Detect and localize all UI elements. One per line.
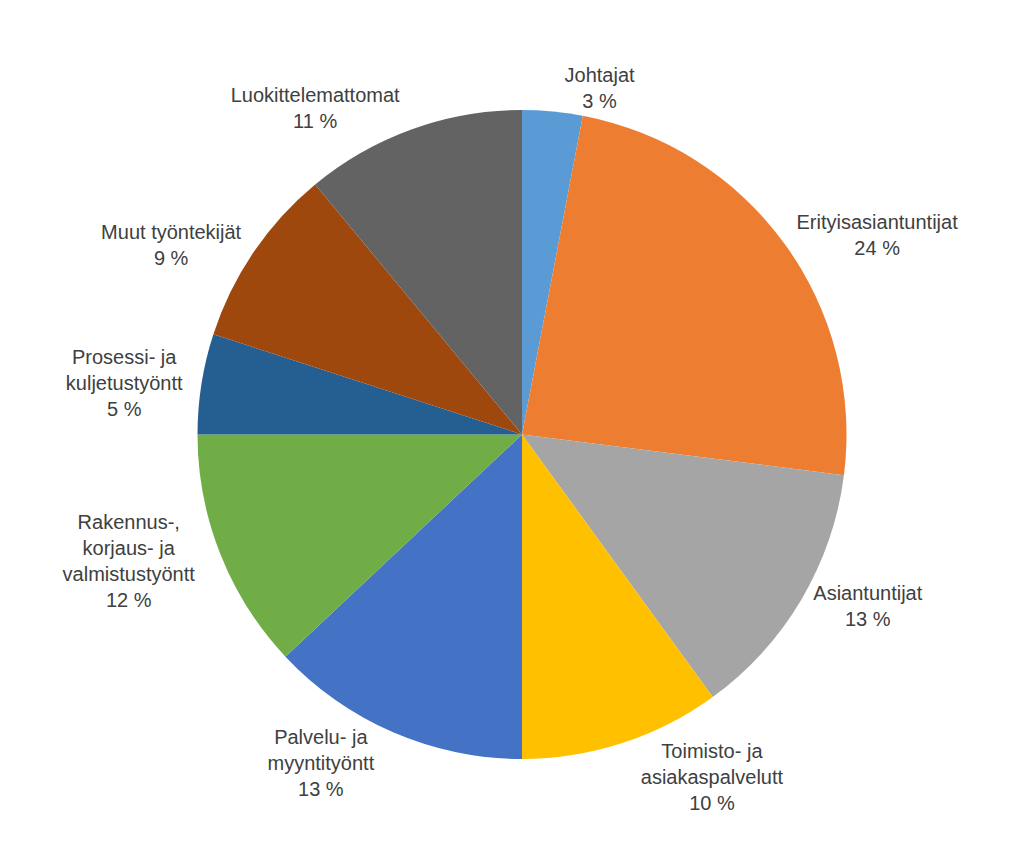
svg-text:Prosessi- jakuljetustyöntt5 %: Prosessi- jakuljetustyöntt5 % [66, 346, 183, 420]
svg-text:Erityisasiantuntijat24 %: Erityisasiantuntijat24 % [797, 211, 959, 259]
svg-text:Toimisto- jaasiakaspalvelutt10: Toimisto- jaasiakaspalvelutt10 % [641, 740, 784, 814]
svg-text:Asiantuntijat13 %: Asiantuntijat13 % [813, 582, 922, 630]
svg-text:Palvelu- jamyyntityöntt13 %: Palvelu- jamyyntityöntt13 % [267, 726, 374, 800]
svg-text:Johtajat3 %: Johtajat3 % [565, 64, 635, 112]
svg-text:Muut työntekijät9 %: Muut työntekijät9 % [101, 221, 242, 269]
svg-text:Rakennus-,korjaus- javalmistus: Rakennus-,korjaus- javalmistustyöntt12 % [63, 511, 196, 611]
svg-text:Luokittelemattomat11 %: Luokittelemattomat11 % [231, 84, 400, 132]
